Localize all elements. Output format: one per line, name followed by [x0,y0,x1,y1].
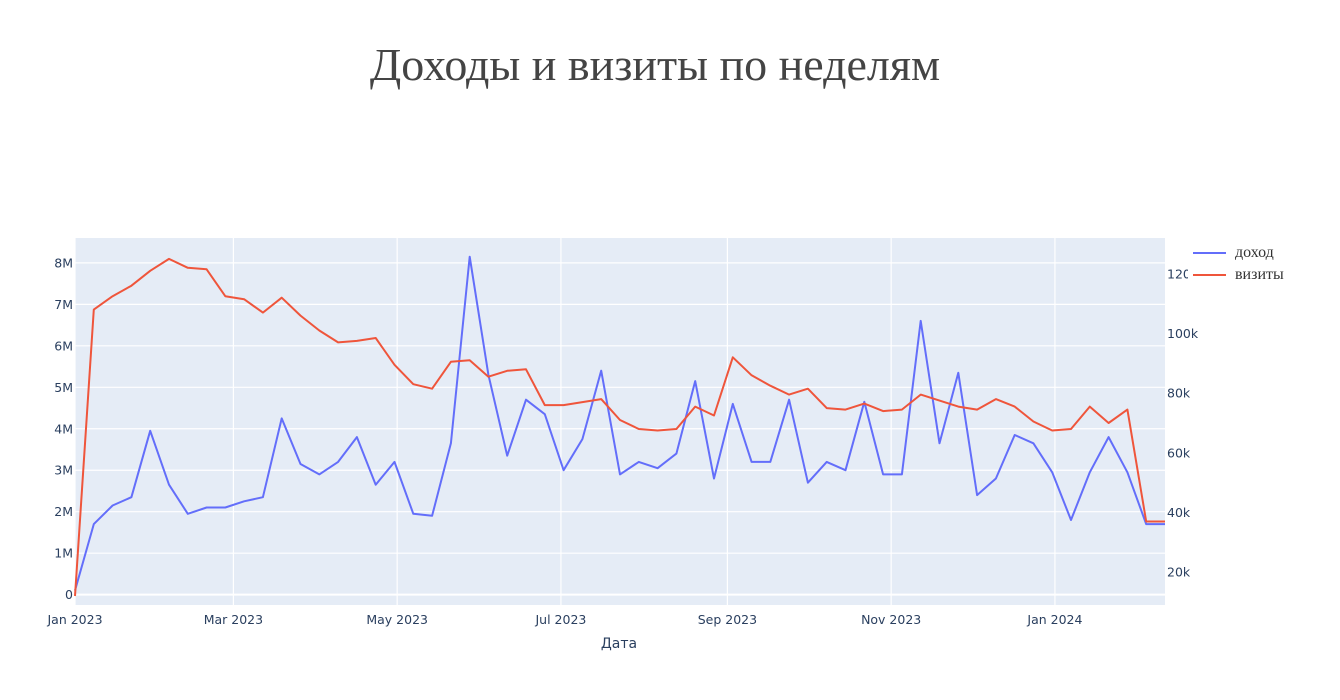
x-tick-labels: Jan 2023 Mar 2023 May 2023 Jul 2023 Sep 2023… [46,612,1082,627]
y-left-tick-label: 5M [54,380,73,395]
y-left-tick-label: 4M [54,421,73,436]
series-line-visits [74,257,1165,597]
y-left-tick-label: 3M [54,463,73,478]
x-axis-title: Дата [601,636,637,652]
series-lines [74,255,1165,597]
y-right-tick-label: 60k [1167,445,1191,460]
x-tick-label: Sep 2023 [698,612,757,627]
x-tick-label: May 2023 [366,612,428,627]
y-left-tick-labels: 0 1M 2M 3M 4M 5M 6M 7M 8M [54,255,73,602]
y-right-tick-label: 40k [1167,505,1191,520]
y-left-tick-label: 2M [54,504,73,519]
chart-title: Доходы и визиты по неделям [369,39,941,90]
y-left-tick-label: 0 [65,587,73,602]
x-tick-label: Mar 2023 [204,612,263,627]
y-left-tick-label: 6M [54,338,73,353]
x-tick-label: Nov 2023 [861,612,921,627]
legend-item-visits[interactable]: визиты [1193,266,1284,283]
plot-background [75,238,1165,605]
x-tick-label: Jan 2023 [46,612,102,627]
y-right-tick-label: 100k [1167,326,1199,341]
legend[interactable]: доход визиты [1193,244,1284,283]
y-left-tick-label: 7M [54,297,73,312]
y-left-tick-label: 1M [54,546,73,561]
series-line-revenue [74,255,1165,591]
legend-label-visits: визиты [1235,266,1284,283]
y-right-tick-label: 20k [1167,565,1191,580]
x-tick-label: Jan 2024 [1026,612,1082,627]
y-left-tick-label: 8M [54,255,73,270]
y-right-tick-label: 80k [1167,386,1191,401]
x-tick-label: Jul 2023 [534,612,586,627]
legend-item-revenue[interactable]: доход [1193,244,1274,261]
y-right-tick-label: 120k [1167,266,1199,281]
y-right-tick-labels: 20k 40k 60k 80k 100k 120k [1167,266,1199,579]
legend-label-revenue: доход [1235,244,1274,261]
